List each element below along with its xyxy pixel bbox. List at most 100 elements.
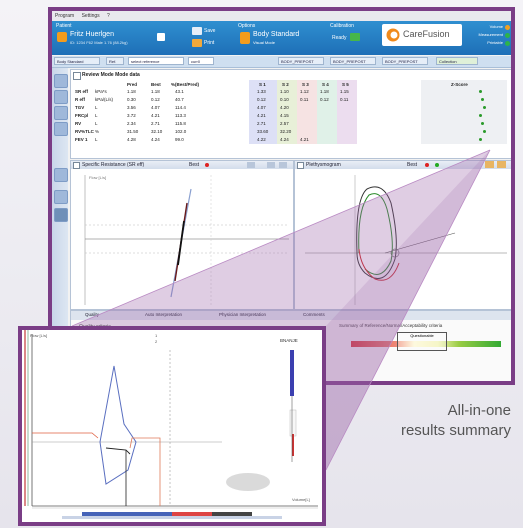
header-pred: Pred <box>127 82 138 87</box>
save-label: Save <box>204 28 216 34</box>
patient-name[interactable]: Fritz Huerlgen <box>70 31 114 38</box>
table-cell-v6: 1.18 <box>320 89 329 94</box>
caption-line-2: results summary <box>400 422 511 439</box>
status-volume-dot <box>505 25 510 30</box>
calibration-value: Ready <box>332 35 347 41</box>
table-cell-unit: kPa/(L/s) <box>95 97 114 102</box>
header-best: Best <box>151 82 161 87</box>
sidebar-review-icon[interactable] <box>54 106 68 120</box>
results-table: Review Mode Mode data Pred Best %(Best/P… <box>70 69 511 159</box>
col-s3-bg <box>297 80 317 144</box>
inset-x-label: Volume[L] <box>292 497 310 502</box>
caption-line-1: All-in-one <box>447 402 511 419</box>
sidebar-patient-icon[interactable] <box>54 74 68 88</box>
predicted-select[interactable]: curr0 <box>188 57 214 65</box>
print-icon[interactable] <box>192 39 202 47</box>
carefusion-logo-icon <box>386 28 400 42</box>
table-cell-v5: 4.21 <box>300 137 309 142</box>
save-icon[interactable] <box>192 27 202 35</box>
header-zscore: Z-Score <box>451 82 468 87</box>
menu-bar: Program Settings ? <box>52 11 511 21</box>
table-cell-param: R eff <box>75 97 85 102</box>
inset-right-label: BNANJE <box>280 338 298 343</box>
sidebar-person-icon[interactable] <box>54 208 68 222</box>
table-cell-v3: 4.07 <box>257 105 266 110</box>
menu-help[interactable]: ? <box>107 13 110 19</box>
table-cell-v1: 32.10 <box>151 129 163 134</box>
table-cell-v2: 115.8 <box>175 121 186 126</box>
inset-legend-2: 2 <box>155 339 158 344</box>
options-label: Options <box>238 23 256 29</box>
table-cell-v2: 99.0 <box>175 137 184 142</box>
table-cell-v1: 0.12 <box>151 97 160 102</box>
specific-resistance-panel: Specific Resistance (SR eff) Best Flow [… <box>70 160 294 310</box>
left-panel-title: Specific Resistance (SR eff) <box>82 162 145 168</box>
close-patient-icon[interactable] <box>157 33 165 41</box>
status-volume-label: Volume <box>489 24 503 29</box>
status-printable-dot <box>505 41 510 46</box>
table-cell-v4: 4.20 <box>280 105 289 110</box>
summary-heading: Summary of Reference/Normal/Acceptabilit… <box>339 323 443 328</box>
sidebar-measure-icon[interactable] <box>54 90 68 104</box>
expand-icon[interactable] <box>279 162 287 168</box>
header-s5: S 5 <box>342 82 349 87</box>
gauge-marker: Questionable <box>397 332 447 351</box>
table-cell-param: FRCpl <box>75 113 89 118</box>
prepost-button-2[interactable]: BODY_PREPOST <box>330 57 376 65</box>
print-chart-icon[interactable] <box>497 161 506 168</box>
prepost-button-1[interactable]: BODY_PREPOST <box>278 57 324 65</box>
flow-volume-chart <box>305 175 507 305</box>
table-cell-v3: 1.33 <box>257 89 266 94</box>
table-cell-param: RV <box>75 121 82 126</box>
options-icon[interactable] <box>267 162 275 168</box>
brand-name: CareFusion <box>403 29 450 39</box>
collection-button[interactable]: Collection <box>436 57 478 65</box>
options-value[interactable]: Body Standard <box>253 31 300 38</box>
ref-label: Ref. <box>106 57 124 65</box>
menu-settings[interactable]: Settings <box>81 13 100 19</box>
menu-program[interactable]: Program <box>55 13 75 19</box>
zscore-bg <box>421 80 507 144</box>
header-s1: S 1 <box>259 82 266 87</box>
table-cell-v0: 31.50 <box>127 129 139 134</box>
table-cell-unit: L <box>95 137 98 142</box>
calibration-ok-icon[interactable] <box>350 33 360 41</box>
table-title: Review Mode Mode data <box>82 72 140 78</box>
tab-auto-interpretation[interactable]: Auto Interpretation <box>145 312 183 317</box>
table-cell-v4: 0.10 <box>280 97 289 102</box>
table-cell-v2: 114.4 <box>175 105 186 110</box>
table-cell-unit: kPa*s <box>95 89 107 94</box>
panel-checkbox[interactable] <box>297 162 304 169</box>
inset-legend-1: 1 <box>155 333 158 338</box>
table-cell-v5: 1.12 <box>300 89 309 94</box>
table-cell-v3: 0.12 <box>257 97 266 102</box>
tab-comments[interactable]: Comments <box>303 312 325 317</box>
mode-select[interactable]: Body Standard <box>54 57 100 65</box>
sidebar-settings-icon[interactable] <box>54 168 68 182</box>
left-sidebar <box>52 68 68 381</box>
table-cell-v0: 3.56 <box>127 105 136 110</box>
zscore-marker <box>479 114 482 117</box>
table-cell-v2: 43.1 <box>175 89 184 94</box>
panel-header: Plethysmogram Best <box>295 161 511 169</box>
reference-select[interactable]: select reference <box>128 57 184 65</box>
sidebar-report-icon[interactable] <box>54 122 68 136</box>
prepost-button-3[interactable]: BODY_PREPOST <box>382 57 428 65</box>
table-cell-param: TGV <box>75 105 85 110</box>
zoom-icon[interactable] <box>247 162 255 168</box>
second-marker-icon <box>435 163 439 167</box>
tab-physician-interpretation[interactable]: Physician Interpretation <box>219 312 267 317</box>
caption: All-in-one results summary <box>321 401 511 441</box>
plethysmogram-panel: Plethysmogram Best <box>294 160 511 310</box>
best-marker-icon <box>205 163 209 167</box>
table-cell-param: SR eff <box>75 89 89 94</box>
panel-checkbox[interactable] <box>73 162 80 169</box>
tab-quality[interactable]: Quality <box>85 312 100 317</box>
sidebar-tools-icon[interactable] <box>54 190 68 204</box>
zscore-marker <box>483 130 486 133</box>
patient-icon <box>57 32 67 42</box>
table-cell-v0: 3.72 <box>127 113 136 118</box>
export-icon[interactable] <box>485 161 494 168</box>
header-s2: S 2 <box>282 82 289 87</box>
table-toggle-checkbox[interactable] <box>73 72 81 80</box>
